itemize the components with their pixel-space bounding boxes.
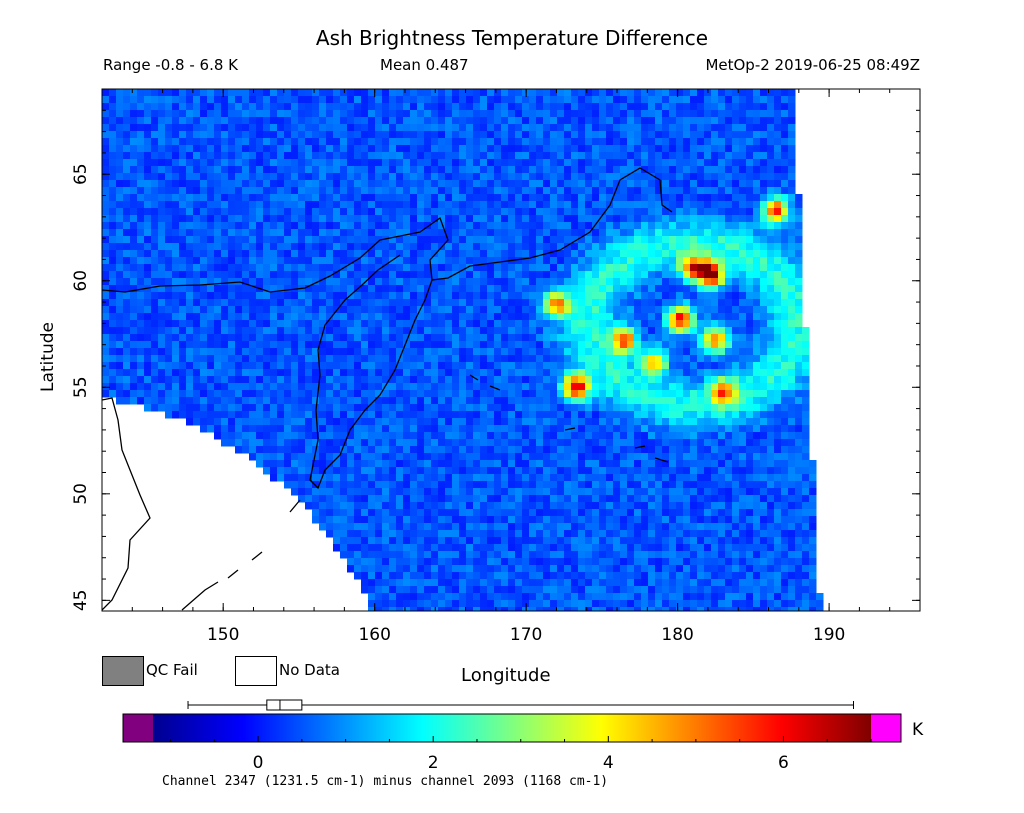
coastline-11 [289, 499, 301, 513]
colorbar-unit: K [912, 720, 924, 740]
colorbar-frame [122, 713, 902, 743]
coastline-10 [251, 551, 263, 561]
coastline-4 [469, 374, 479, 381]
y-tick-label-3: 60 [71, 270, 91, 292]
x-tick-label-0: 150 [207, 625, 239, 645]
x-axis-label: Longitude [461, 665, 551, 686]
qc-fail-swatch [102, 656, 144, 686]
colorbar-caption: Channel 2347 (1231.5 cm-1) minus channel… [162, 774, 609, 789]
x-tick-label-4: 190 [813, 625, 845, 645]
coastline-8 [654, 457, 669, 463]
coastline-0 [102, 167, 673, 293]
range-text: Range -0.8 - 6.8 K [103, 56, 238, 74]
coastline-6 [564, 427, 576, 431]
coastline-1 [309, 254, 433, 490]
colorbar-tick-label-1: 2 [428, 753, 439, 773]
colorbar-tick-label-0: 0 [253, 753, 264, 773]
coastline-9 [227, 569, 239, 579]
coastline-3 [181, 581, 219, 611]
y-tick-label-1: 50 [71, 483, 91, 505]
distribution-box [266, 699, 303, 711]
y-tick-label-4: 65 [71, 163, 91, 185]
x-tick-label-1: 160 [358, 625, 390, 645]
colorbar-over-swatch [871, 714, 901, 742]
no-data-label: No Data [279, 661, 340, 679]
colorbar-gradient [153, 714, 871, 742]
coastline-5 [489, 385, 501, 391]
colorbar-under-swatch [123, 714, 153, 742]
coastline-7 [634, 445, 646, 449]
x-tick-label-3: 180 [661, 625, 693, 645]
coastline-2 [102, 397, 151, 611]
colorbar-tick-label-2: 4 [603, 753, 614, 773]
qc-fail-label: QC Fail [146, 661, 198, 679]
chart-title: Ash Brightness Temperature Difference [315, 26, 709, 50]
y-tick-label-2: 55 [71, 376, 91, 398]
y-tick-label-0: 45 [71, 590, 91, 612]
no-data-swatch [235, 656, 277, 686]
plot-frame [101, 88, 921, 612]
colorbar-tick-label-3: 6 [778, 753, 789, 773]
y-axis-label: Latitude [38, 322, 58, 392]
satellite-timestamp: MetOp-2 2019-06-25 08:49Z [705, 56, 920, 74]
mean-text: Mean 0.487 [380, 56, 469, 74]
x-tick-label-2: 170 [510, 625, 542, 645]
